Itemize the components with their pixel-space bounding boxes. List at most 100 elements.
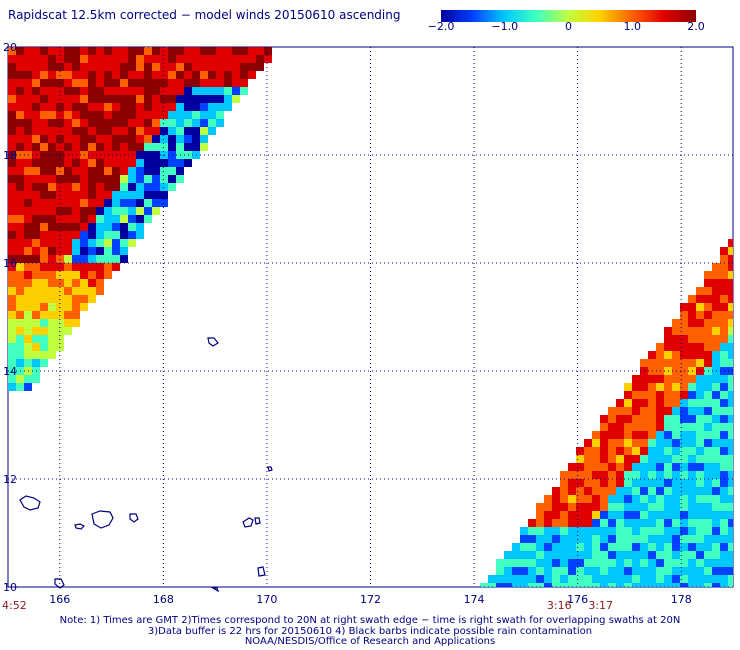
swath-cell [728,375,733,383]
swath-cell [136,55,144,63]
swath-cell [16,279,24,287]
swath-cell [32,71,40,79]
swath-cell [64,215,72,223]
swath-cell [240,63,248,71]
swath-cell [640,503,648,511]
swath-cell [80,191,88,199]
swath-cell [568,503,576,511]
swath-cell [88,191,96,199]
swath-cell [672,519,680,527]
swath-cell [624,479,632,487]
swath-cell [672,439,680,447]
swath-cell [160,103,168,111]
swath-cell [40,287,48,295]
swath-cell [48,311,56,319]
swath-cell [688,535,696,543]
swath-cell [488,575,496,583]
swath-cell [712,351,720,359]
swath-cell [120,55,128,63]
swath-cell [728,407,733,415]
colorbar-tick-label: 1.0 [623,20,642,33]
swath-cell [160,127,168,135]
swath-cell [24,111,32,119]
island [254,517,261,525]
swath-cell [80,223,88,231]
swath-cell [592,479,600,487]
swath-cell [200,71,208,79]
swath-cell [88,159,96,167]
swath-cell [656,471,664,479]
swath-cell [688,327,696,335]
swath-cell [32,255,40,263]
swath-cell [152,127,160,135]
swath-cell [32,311,40,319]
swath-cell [72,207,80,215]
swath-cell [40,159,48,167]
swath-cell [232,55,240,63]
swath-cell [568,583,576,587]
swath-cell [48,95,56,103]
swath-cell [688,295,696,303]
swath-cell [48,183,56,191]
swath-cell [168,135,176,143]
swath-cell [688,471,696,479]
swath-cell [16,303,24,311]
swath-cell [656,359,664,367]
swath-cell [24,271,32,279]
swath-cell [520,535,528,543]
swath-cell [112,167,120,175]
swath-cell [712,503,720,511]
swath-cell [680,543,688,551]
island [74,523,86,530]
swath-cell [104,47,112,55]
swath-cell [192,95,200,103]
swath-cell [712,431,720,439]
swath-cell [680,519,688,527]
swath-cell [32,95,40,103]
swath-cell [72,231,80,239]
swath-cell [696,471,704,479]
swath-cell [592,551,600,559]
swath-cell [504,575,512,583]
swath-cell [24,207,32,215]
swath-cell [112,215,120,223]
swath-cell [640,567,648,575]
swath-cell [112,231,120,239]
swath-cell [688,575,696,583]
swath-cell [720,247,728,255]
swath-cell [168,47,176,55]
swath-cell [544,519,552,527]
swath-cell [40,111,48,119]
swath-cell [40,319,48,327]
swath-cell [664,551,672,559]
swath-cell [128,135,136,143]
swath-cell [32,87,40,95]
swath-cell [672,383,680,391]
swath-cell [88,119,96,127]
latitude-tick-label: 10 [3,581,17,594]
swath-cell [672,583,680,587]
swath-cell [696,487,704,495]
swath-cell [632,471,640,479]
swath-cell [88,239,96,247]
swath-cell [48,103,56,111]
swath-cell [680,319,688,327]
swath-cell [176,119,184,127]
swath-cell [40,127,48,135]
swath-cell [496,583,504,587]
swath-cell [720,503,728,511]
swath-cell [8,231,16,239]
swath-cell [632,447,640,455]
swath-cell [608,471,616,479]
swath-cell [656,551,664,559]
swath-cell [616,559,624,567]
swath-cell [40,271,48,279]
swath-cell [520,559,528,567]
swath-cell [80,175,88,183]
swath-cell [72,87,80,95]
swath-cell [64,87,72,95]
swath-cell [616,519,624,527]
swath-cell [712,391,720,399]
swath-cell [216,55,224,63]
swath-cell [688,463,696,471]
